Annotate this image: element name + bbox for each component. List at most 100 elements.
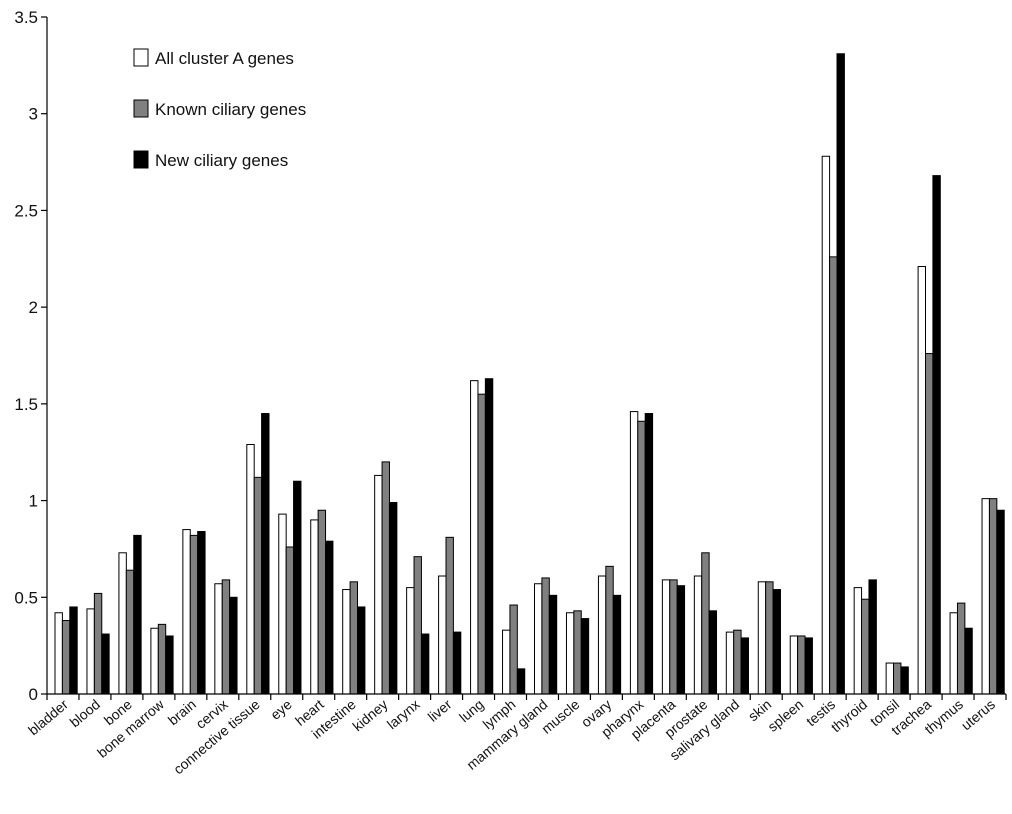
legend-swatch [133,99,149,118]
bar [261,413,270,695]
bar [580,618,590,695]
bar [349,581,359,695]
x-category-label: liver [425,696,455,725]
bar [125,569,135,695]
bar [357,606,366,695]
bar [150,627,159,695]
bar [605,565,614,695]
bar [676,585,686,695]
bar [893,662,902,695]
bar [740,637,749,695]
bar [565,612,575,695]
bar [637,420,646,695]
bar [484,378,494,695]
bar [317,509,327,695]
bar [644,413,654,695]
bar [221,579,231,695]
x-category-label: thyroid [828,696,870,735]
x-category-label: brain [165,696,199,728]
bar [381,461,390,695]
bar [374,474,383,695]
bar [509,604,518,695]
x-category-label: blood [66,696,103,730]
bar [516,668,526,695]
bar [541,577,550,695]
bar [597,575,607,695]
bar [197,531,206,695]
y-tick-label: 0.5 [14,588,38,607]
y-tick-label: 0 [29,685,38,704]
x-category-label: spleen [764,696,806,735]
bars [54,53,1005,695]
legend-label: New ciliary genes [155,151,288,170]
bar [118,552,127,695]
bar [853,587,863,695]
bar [182,529,191,695]
bar [189,534,199,695]
legend-swatch [133,150,149,169]
y-tick-label: 2.5 [14,201,38,220]
bar [836,53,845,695]
bar [789,635,799,695]
bar [310,519,319,695]
bar [733,629,742,695]
bar [69,606,78,695]
bar [956,602,966,695]
bar [534,583,543,695]
bar [445,536,454,695]
y-tick-label: 3.5 [14,8,38,27]
bar [86,608,95,695]
bar [900,666,909,695]
bar [573,610,582,695]
bar [701,552,710,695]
bar [925,353,934,695]
bar [932,175,941,695]
bar [693,575,703,695]
legend: All cluster A genes Known ciliary genes Ne… [133,48,306,170]
y-tick-label: 1.5 [14,395,38,414]
bar [229,596,238,695]
legend-label: All cluster A genes [155,49,294,68]
bar [502,629,511,695]
bar [293,480,302,695]
x-category-label: uterus [958,696,998,733]
legend-label: Known ciliary genes [155,100,306,119]
bar [669,579,678,695]
bar [772,589,781,695]
bar [413,556,422,695]
bar [93,592,103,695]
x-category-label: larynx [384,696,423,732]
bar [949,612,958,695]
bar [548,594,558,695]
bar [757,581,767,695]
bar [325,540,334,695]
bar [988,498,998,695]
bar [420,633,430,695]
bar [821,155,831,695]
x-category-label: kidney [349,696,390,734]
bar [61,619,71,695]
bar [765,581,774,695]
bar [629,411,639,695]
bar [829,256,838,695]
x-category-label: eye [267,696,295,723]
bar [342,589,351,695]
bar [861,598,870,695]
y-tick-label: 2 [29,298,38,317]
bar [285,546,295,695]
bar [54,612,63,695]
bar [452,631,462,695]
bar [797,635,806,695]
bar [612,594,622,695]
bar [661,579,671,695]
bar [868,579,877,695]
bar [804,637,813,695]
bar [708,610,718,695]
bar [964,627,973,695]
bar [133,534,142,695]
bar [477,393,486,695]
y-axis: 0 0.5 1 1.5 2 2.5 3 3.5 [14,8,48,704]
